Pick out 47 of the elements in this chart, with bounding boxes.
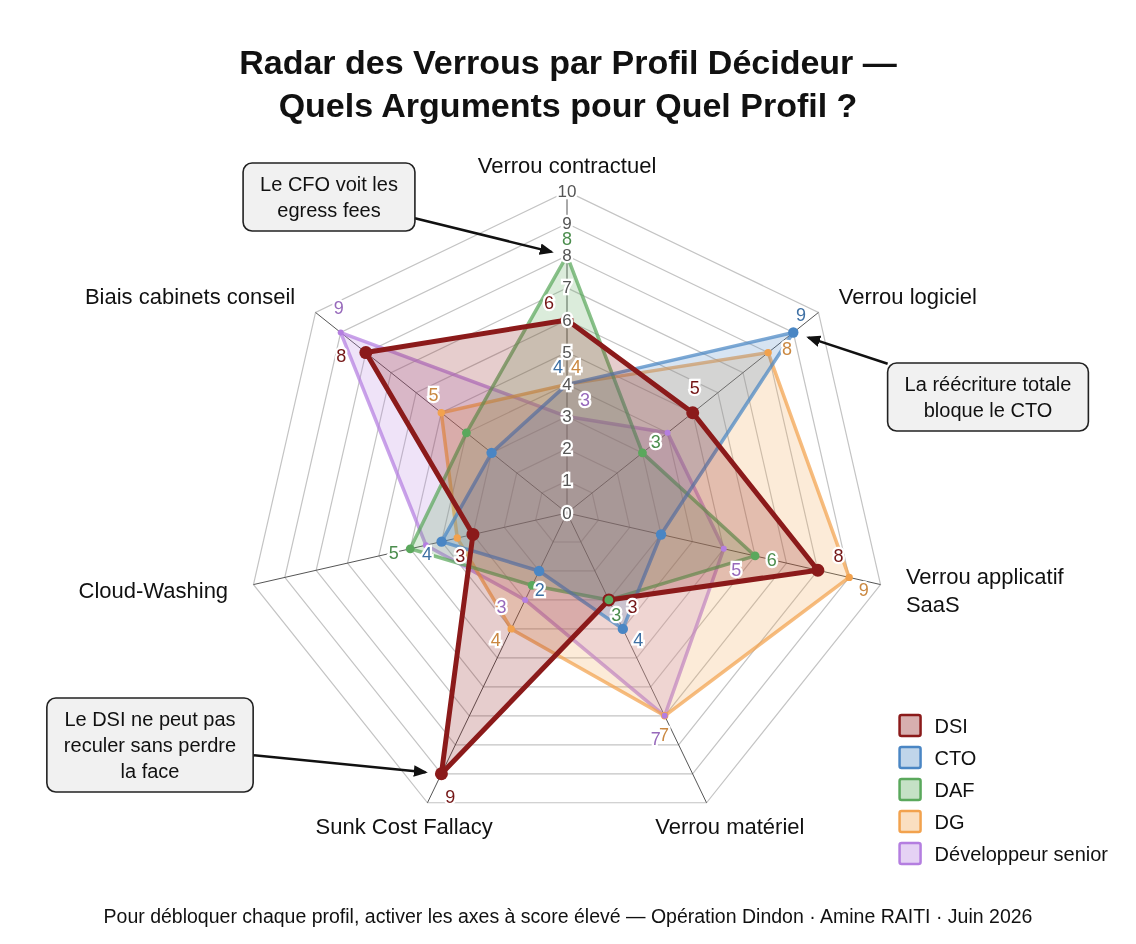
data-label: 3 — [579, 389, 591, 410]
data-label: 9 — [795, 304, 806, 325]
y-tick-label: 3 — [562, 407, 572, 427]
data-label: 9 — [445, 786, 456, 807]
spoke-label: Verrou logiciel — [838, 283, 977, 309]
text: Le DSI ne peut pas reculer sans perdre la face — [63, 708, 237, 782]
data-label: 5 — [689, 378, 700, 399]
spoke-label: Verrou applicatif SaaS — [905, 563, 1065, 617]
data-label: 4 — [633, 630, 644, 651]
data-label: 6 — [543, 293, 555, 314]
y-tick-label: 5 — [562, 342, 572, 362]
spoke-label: Biais cabinets conseil — [84, 283, 296, 309]
data-label: 9 — [333, 297, 344, 318]
text: Le CFO voit les egress fees — [260, 173, 398, 221]
legend-label: Développeur senior — [934, 843, 1109, 865]
text: La réécriture totale bloque le CTO — [904, 373, 1072, 421]
y-tick-label: 10 — [557, 181, 577, 201]
data-label: 5 — [428, 385, 439, 406]
y-tick-label: 4 — [562, 374, 572, 394]
y-tick-label: 8 — [562, 246, 572, 266]
spoke-label: Verrou matériel — [655, 813, 805, 839]
legend-label: DG — [934, 811, 965, 833]
chart-title: Radar des Verrous par Profil Décideur — Quels Arguments pour Quel Profil ? — [239, 43, 897, 124]
spoke-label: Cloud-Washing — [78, 577, 229, 603]
data-label: 3 — [627, 597, 638, 618]
data-label: 8 — [833, 546, 844, 567]
data-label: 5 — [731, 560, 742, 581]
data-label: 7 — [650, 728, 661, 749]
data-label: 6 — [766, 549, 777, 570]
legend-label: DAF — [934, 779, 975, 801]
data-label: 8 — [782, 339, 793, 360]
spoke-label: Verrou contractuel — [477, 152, 657, 178]
y-tick-label: 7 — [562, 278, 572, 298]
legend-label: DSI — [934, 715, 968, 737]
legend-label: CTO — [934, 747, 977, 769]
y-tick-label: 6 — [562, 310, 572, 330]
data-label: 4 — [490, 630, 501, 651]
data-label: 3 — [650, 432, 661, 453]
data-label: 9 — [858, 579, 869, 600]
data-label: 3 — [611, 605, 622, 626]
data-label: 8 — [336, 346, 347, 367]
spoke-label: Sunk Cost Fallacy — [315, 813, 493, 839]
y-tick-label: 1 — [562, 471, 572, 491]
data-label: 3 — [455, 545, 466, 566]
y-tick-label: 2 — [562, 439, 572, 459]
text: Pour débloquer chaque profil, activer les axes à score élevé — Opération Dindon · Amine RAITI · Juin 2026 — [103, 905, 1033, 927]
y-tick-label: 0 — [562, 503, 572, 523]
